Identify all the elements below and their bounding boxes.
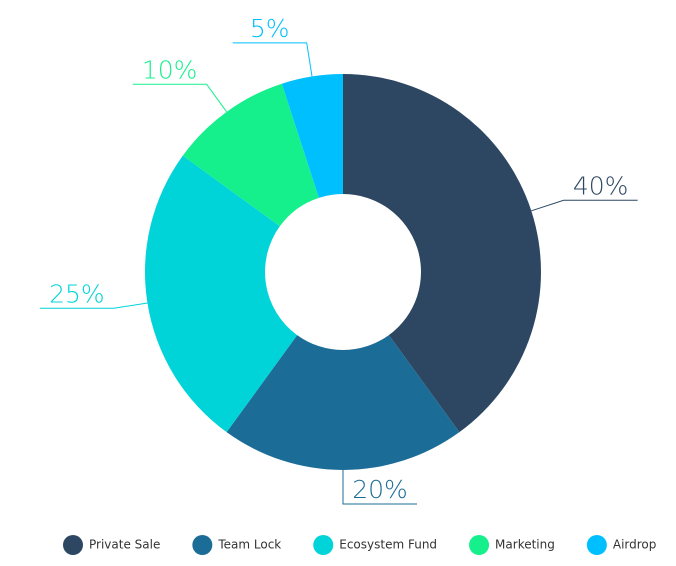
legend-marker	[63, 535, 83, 555]
legend-marker	[313, 535, 334, 555]
legend-label: Team Lock	[217, 538, 281, 552]
value-label: 20%	[352, 475, 408, 504]
donut-segment	[281, 74, 343, 198]
leader-line	[531, 199, 638, 212]
value-label: 5%	[250, 14, 290, 43]
legend-label: Airdrop	[613, 538, 657, 552]
leader-line	[39, 302, 148, 309]
legend-marker	[469, 535, 490, 555]
value-label: 10%	[142, 55, 198, 84]
donut-segment	[182, 83, 319, 227]
value-label: 40%	[573, 171, 629, 200]
legend-marker	[192, 535, 213, 555]
legend-label: Marketing	[495, 538, 555, 552]
leader-line	[342, 470, 417, 505]
legend-label: Ecosystem Fund	[339, 538, 437, 552]
legend-marker	[586, 535, 607, 555]
leader-line	[232, 42, 313, 77]
donut-segment	[144, 155, 298, 433]
donut-segment	[226, 335, 460, 470]
legend-label: Private Sale	[89, 538, 160, 552]
donut-segment	[343, 74, 541, 433]
leader-line	[132, 83, 228, 113]
value-label: 25%	[49, 279, 105, 308]
